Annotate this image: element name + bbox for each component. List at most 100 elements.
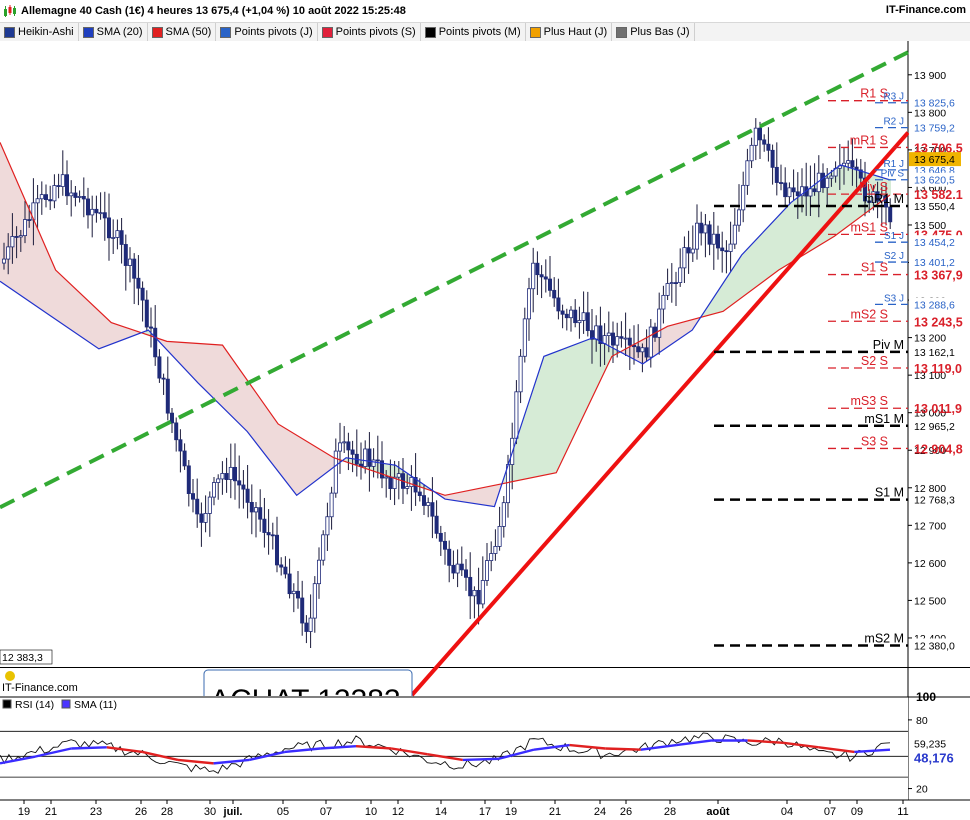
cloud-segment [327, 453, 330, 473]
cloud-segment [84, 296, 87, 341]
candle-body [850, 160, 855, 168]
cloud-segment [561, 348, 564, 463]
pivot-price-bg [909, 344, 963, 359]
candle-body [304, 622, 309, 632]
candle-body [253, 507, 258, 513]
pivot-price-tag: 13 401,2 [914, 257, 955, 269]
candle-body [770, 149, 775, 168]
candle-body [127, 258, 132, 266]
cloud-segment [420, 481, 423, 488]
candle-body [863, 177, 868, 202]
candle-body [98, 212, 103, 215]
candle-body [867, 200, 872, 203]
cloud-segment [315, 446, 318, 482]
cloud-segment [465, 490, 468, 503]
pivot-price-tag: 13 759,2 [914, 123, 955, 135]
cloud-segment [774, 217, 777, 274]
rsi-sma-segment [498, 748, 535, 760]
cloud-segment [189, 342, 192, 377]
cloud-segment [537, 368, 540, 477]
pivot-label: mS1 M [864, 412, 904, 426]
candle-body [279, 564, 284, 568]
legend-item[interactable]: Points pivots (M) [421, 23, 526, 41]
candle-body [829, 175, 834, 179]
candle-body [690, 248, 695, 254]
candle-body [86, 198, 91, 216]
legend-item[interactable]: Plus Bas (J) [612, 23, 695, 41]
cloud-segment [48, 252, 51, 317]
legend-label: Points pivots (S) [335, 26, 416, 38]
candle-body [56, 185, 61, 187]
rsi-value-a: 59,235 [914, 739, 946, 751]
candle-body [132, 258, 137, 279]
x-tick-label: 14 [435, 806, 447, 818]
candle-body [493, 546, 498, 554]
legend-swatch-icon [529, 26, 541, 38]
candle-body [216, 478, 221, 483]
candle-body [737, 209, 742, 226]
candle-body [287, 573, 292, 595]
candle-body [224, 473, 229, 480]
legend-item[interactable]: Heikin-Ashi [0, 23, 79, 41]
rsi-sma-segment [355, 745, 392, 750]
candle-body [447, 548, 452, 566]
cloud-segment [564, 347, 567, 457]
indicator-legend: Heikin-Ashi SMA (20) SMA (50) Points pivots… [0, 22, 970, 42]
candle-body [518, 355, 523, 393]
cloud-segment [387, 463, 390, 477]
candle-body [384, 476, 389, 479]
legend-item[interactable]: SMA (50) [148, 23, 217, 41]
cloud-segment [21, 190, 24, 298]
watermark-logo-icon [5, 671, 15, 681]
candle-body [153, 327, 158, 358]
cloud-segment [846, 166, 849, 228]
candle-body [720, 247, 725, 252]
rsi-sma-segment [142, 750, 179, 762]
candle-body [548, 278, 553, 291]
candle-body [791, 187, 796, 193]
legend-item[interactable]: Points pivots (J) [216, 23, 318, 41]
x-tick-label: 26 [135, 806, 147, 818]
footer-watermark: IT-Finance.com [2, 671, 78, 694]
candle-body [871, 191, 876, 203]
cloud-segment [675, 323, 678, 342]
candle-body [648, 326, 653, 358]
cloud-segment [558, 349, 561, 470]
cloud-segment [294, 433, 297, 496]
cloud-segment [738, 256, 741, 301]
rsi-sma-segment [605, 747, 641, 751]
legend-item[interactable]: Points pivots (S) [318, 23, 421, 41]
candle-body [417, 491, 422, 496]
candle-body [707, 224, 712, 245]
cloud-segment [672, 324, 675, 344]
candle-body [409, 477, 414, 488]
candle-body [472, 589, 477, 597]
candle-body [636, 346, 641, 353]
cloud-segment [210, 344, 213, 398]
candle-body [123, 244, 128, 266]
legend-item[interactable]: SMA (20) [79, 23, 148, 41]
x-tick-label: 28 [161, 806, 173, 818]
candle-body [237, 480, 242, 486]
cloud-segment [51, 259, 54, 319]
rsi-sma-segment [35, 747, 72, 758]
cloud-segment [729, 269, 732, 307]
cloud-segment [108, 319, 111, 346]
candle-body [232, 466, 237, 482]
cloud-segment [270, 412, 273, 465]
legend-item[interactable]: Plus Haut (J) [526, 23, 613, 41]
candle-body [39, 194, 44, 200]
y-tick-label: 12 700 [914, 520, 946, 532]
candle-body [316, 559, 321, 585]
pivot-label: mR1 M [864, 192, 904, 206]
candle-body [81, 196, 86, 200]
pivot-price-tag: 12 380,0 [914, 640, 955, 652]
pivot-label: Piv S [859, 180, 888, 194]
brand-label[interactable]: IT-Finance.com [885, 4, 966, 16]
candle-body [732, 224, 737, 245]
cloud-segment [177, 342, 180, 364]
cloud-segment [81, 294, 84, 339]
x-tick-label: 19 [18, 806, 30, 818]
